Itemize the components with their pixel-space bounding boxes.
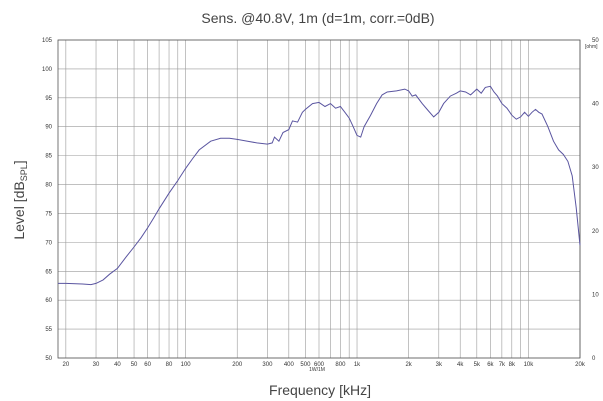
- y2-tick-labels: 50 40 30 20 10 0: [592, 38, 599, 362]
- x-axis-label: Frequency [kHz]: [269, 382, 371, 398]
- plot-frame: [57, 39, 581, 359]
- x-tick-label: 50: [131, 362, 138, 368]
- x-tick-label: 30: [93, 362, 100, 368]
- series-line: [58, 85, 581, 286]
- y-tick-label: 95: [45, 96, 52, 102]
- x-tick-label: 10k: [524, 362, 535, 368]
- x-tick-label: 3k: [436, 362, 443, 368]
- x-tick-label: 1k: [354, 362, 361, 368]
- y-tick-label: 100: [42, 67, 53, 73]
- x-tick-label: 20k: [575, 362, 586, 368]
- x-tick-label: 20: [62, 362, 69, 368]
- grid-lines: [58, 39, 581, 359]
- y-tick-label: 55: [45, 327, 52, 333]
- y2-unit-label: [ohm]: [585, 44, 598, 50]
- y2-tick-label: 30: [592, 165, 599, 171]
- y2-tick-label: 0: [592, 356, 596, 362]
- y-tick-labels: 105 100 95 90 85 80 75 70 65 60 55 50: [42, 38, 53, 362]
- x-tick-label: 400: [284, 362, 295, 368]
- x-tick-label: 100: [181, 362, 192, 368]
- x-tick-label: 300: [262, 362, 273, 368]
- y-tick-label: 75: [45, 211, 52, 217]
- chart-title: Sens. @40.8V, 1m (d=1m, corr.=0dB): [201, 10, 434, 26]
- x-tick-label: 80: [166, 362, 173, 368]
- y-tick-label: 60: [45, 298, 52, 304]
- y2-tick-label: 40: [592, 102, 599, 108]
- y2-tick-label: 20: [592, 229, 599, 235]
- y2-tick-label: 50: [592, 38, 599, 44]
- y-tick-label: 65: [45, 269, 52, 275]
- x-tick-label: 800: [335, 362, 346, 368]
- x-tick-label: 7k: [499, 362, 506, 368]
- y-tick-label: 80: [45, 183, 52, 189]
- x-tick-label: 600: [314, 362, 325, 368]
- x-tick-label: 500: [300, 362, 311, 368]
- y-tick-label: 85: [45, 154, 52, 160]
- y-axis-label: Level [dBSPL]: [11, 160, 29, 239]
- x-tick-label: 40: [114, 362, 121, 368]
- x-tick-label: 60: [144, 362, 151, 368]
- x-tick-label: 6k: [487, 362, 494, 368]
- y-tick-label: 70: [45, 240, 52, 246]
- x-tick-label: 2k: [405, 362, 412, 368]
- x-tick-label: 4k: [457, 362, 464, 368]
- y2-tick-label: 10: [592, 292, 599, 298]
- x-tick-label: 5k: [474, 362, 481, 368]
- y-tick-label: 50: [45, 356, 52, 362]
- x-extra-label: 1W/1M: [309, 367, 325, 373]
- y-tick-label: 90: [45, 125, 52, 131]
- x-tick-labels: 20 30 40 50 60 80 100 200 300 400 500 600 800 1k 2k 3k 4…: [62, 362, 585, 368]
- x-tick-label: 200: [232, 362, 243, 368]
- y-tick-label: 105: [42, 38, 53, 44]
- x-tick-label: 8k: [509, 362, 516, 368]
